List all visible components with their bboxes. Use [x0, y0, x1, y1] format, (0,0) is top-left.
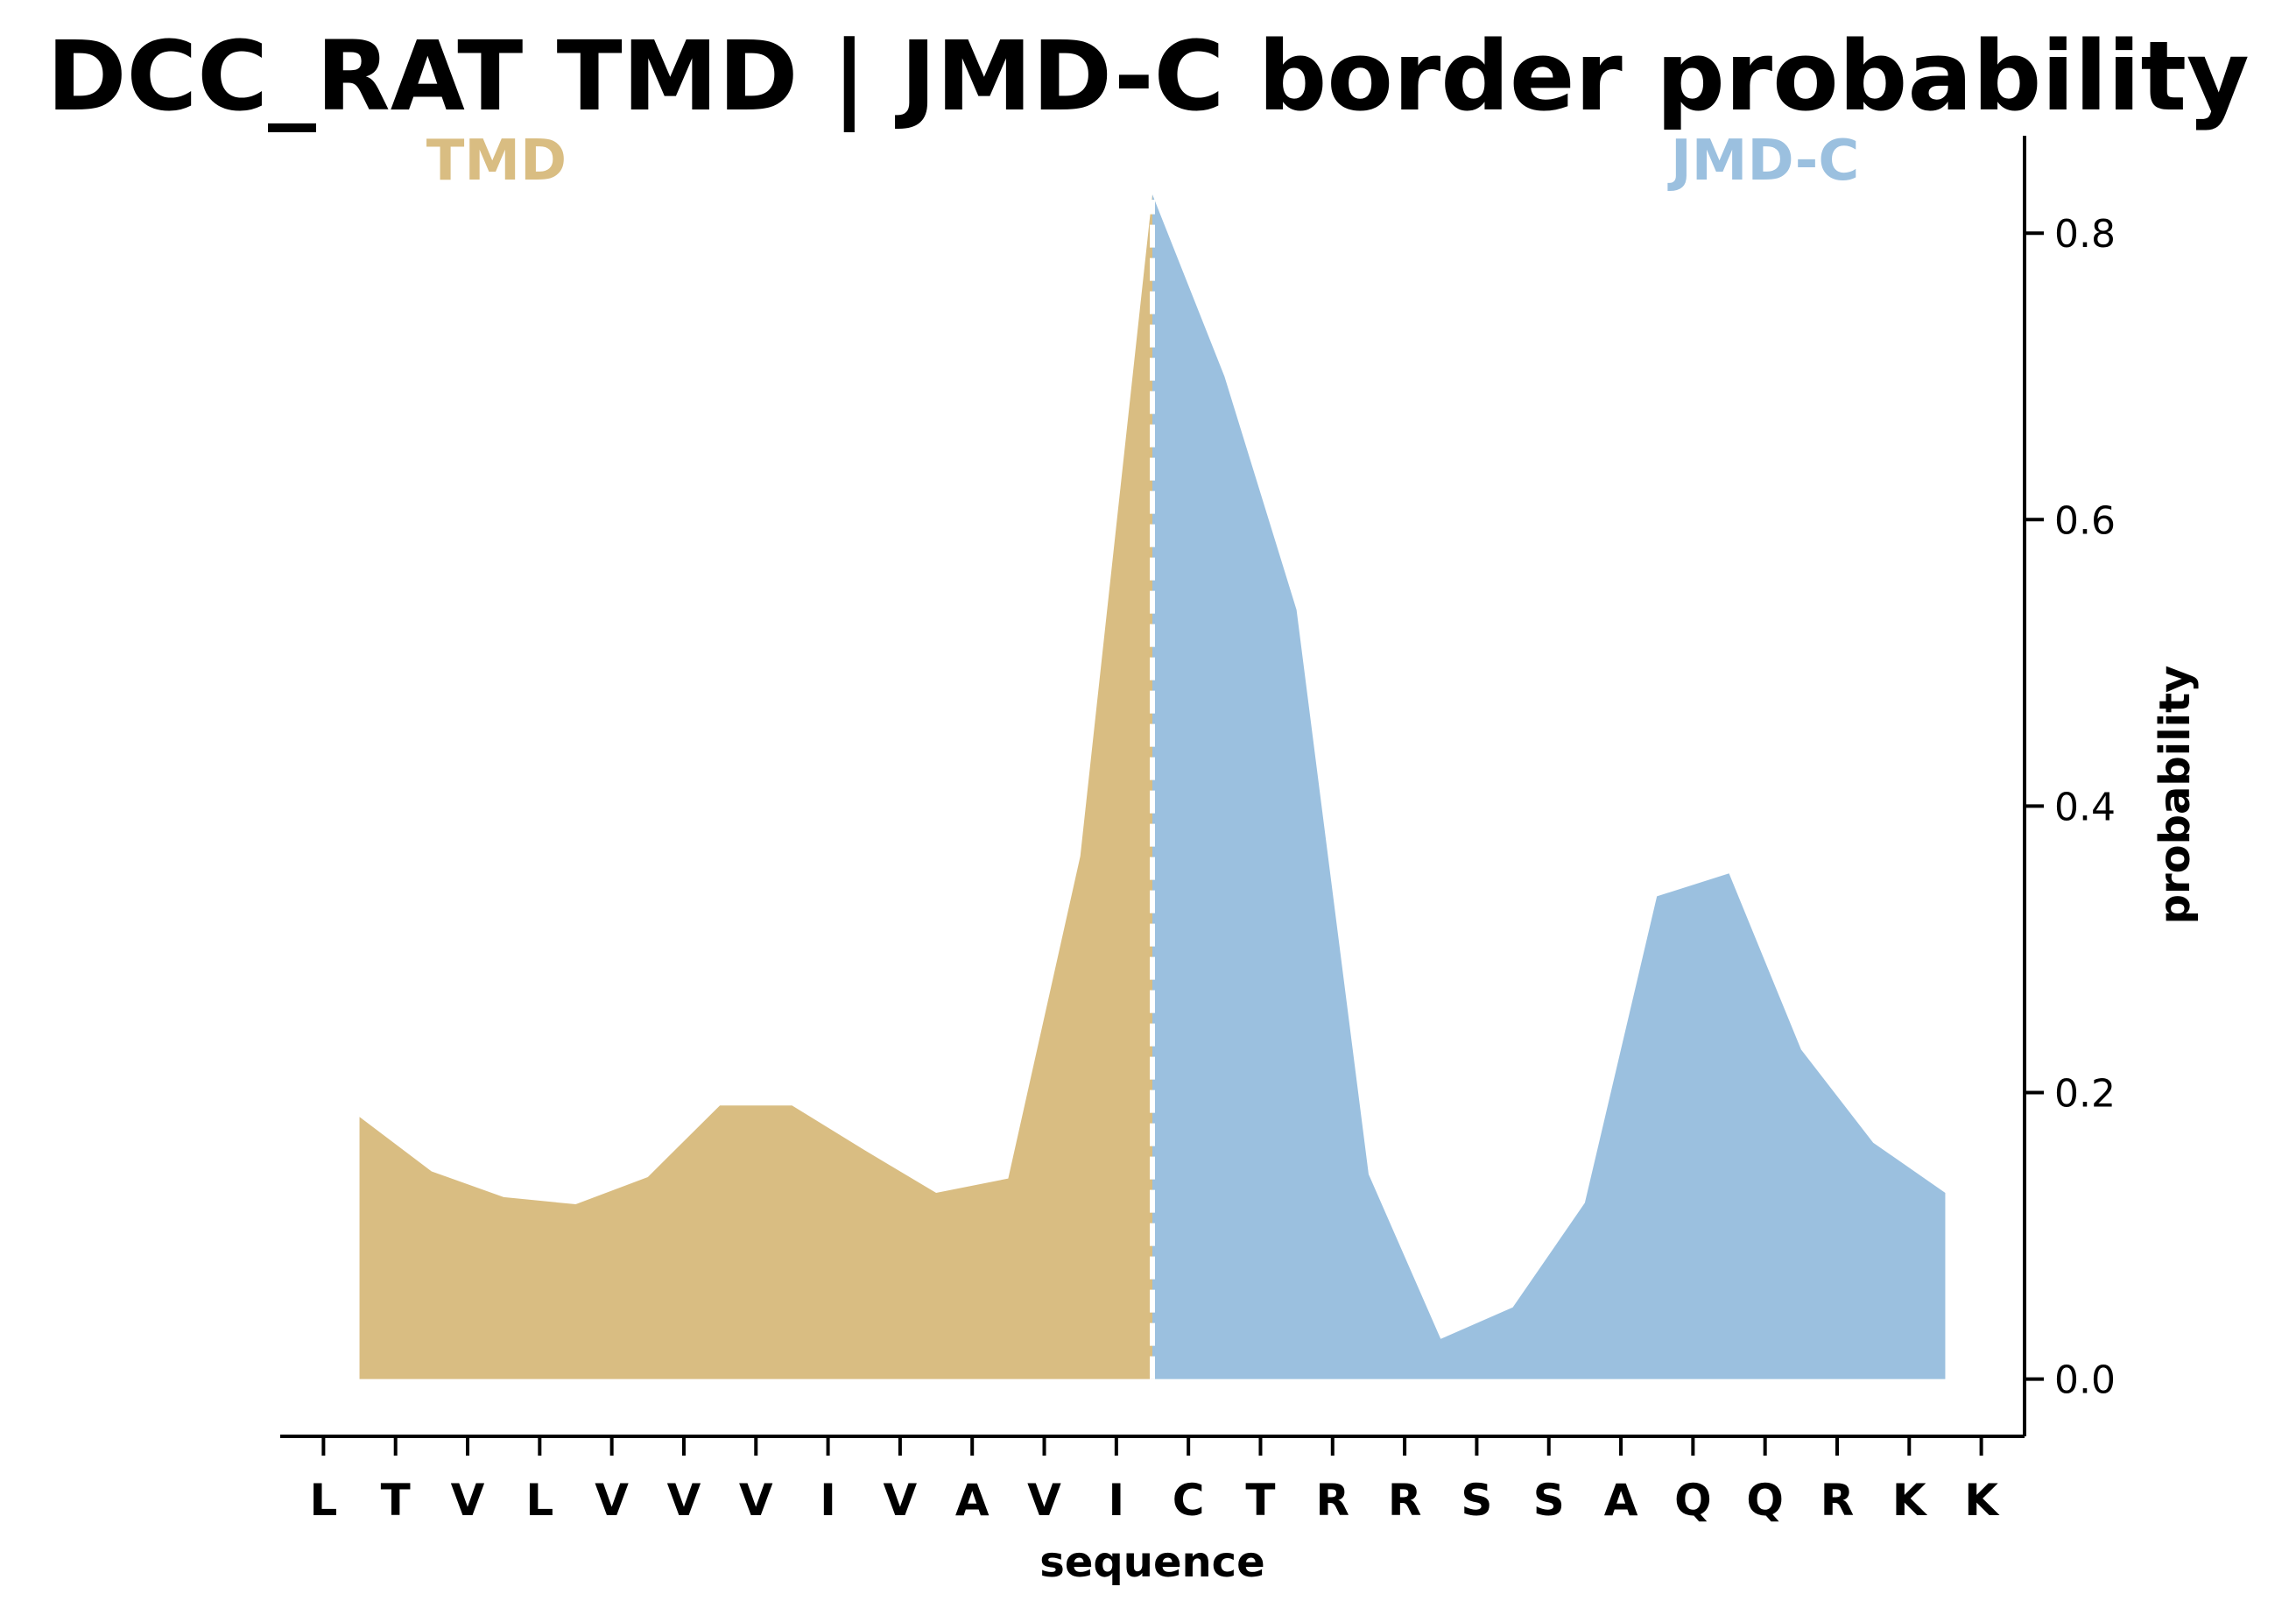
x-tick-label: T [1245, 1475, 1275, 1526]
area-series-group [359, 194, 1946, 1379]
x-tick-label: V [595, 1475, 629, 1526]
x-tick-label: V [739, 1475, 773, 1526]
x-tick-label: Q [1674, 1475, 1712, 1526]
x-tick-label: V [1027, 1475, 1061, 1526]
x-tick-label: L [309, 1475, 337, 1526]
y-tick-label: 0.6 [2054, 498, 2116, 543]
x-tick-label: K [1892, 1475, 1928, 1526]
y-axis-title: probability [2151, 666, 2200, 925]
y-tick-label: 0.0 [2054, 1358, 2116, 1403]
area-tmd [359, 194, 1153, 1379]
x-tick-label: V [884, 1475, 918, 1526]
x-tick-label: K [1964, 1475, 2000, 1526]
x-tick-label: S [1461, 1475, 1492, 1526]
y-axis-ticks: 0.0 0.2 0.4 0.6 0.8 [2025, 212, 2116, 1403]
region-labels: TMD JMD-C [426, 129, 1860, 194]
region-label-tmd: TMD [426, 129, 567, 194]
area-jmd-c [1152, 194, 1946, 1379]
chart-title: DCC_RAT TMD | JMD-C border probability [46, 20, 2250, 133]
x-tick-label: A [1604, 1475, 1638, 1526]
x-tick-label: I [820, 1475, 836, 1526]
y-tick-label: 0.4 [2054, 785, 2116, 829]
x-tick-label: R [1821, 1475, 1855, 1526]
x-tick-label: S [1533, 1475, 1565, 1526]
x-axis-title: sequence [1039, 1538, 1264, 1587]
x-tick-label: V [667, 1475, 701, 1526]
x-tick-label: T [381, 1475, 411, 1526]
x-tick-label: V [451, 1475, 485, 1526]
x-tick-label: R [1388, 1475, 1422, 1526]
y-tick-label: 0.2 [2054, 1071, 2116, 1116]
x-tick-label: Q [1746, 1475, 1784, 1526]
x-tick-label: C [1173, 1475, 1205, 1526]
x-tick-label: A [955, 1475, 990, 1526]
x-tick-label: R [1316, 1475, 1350, 1526]
x-tick-label: L [525, 1475, 553, 1526]
y-tick-label: 0.8 [2054, 212, 2116, 257]
x-tick-label: I [1109, 1475, 1125, 1526]
region-label-jmd-c: JMD-C [1667, 129, 1859, 194]
